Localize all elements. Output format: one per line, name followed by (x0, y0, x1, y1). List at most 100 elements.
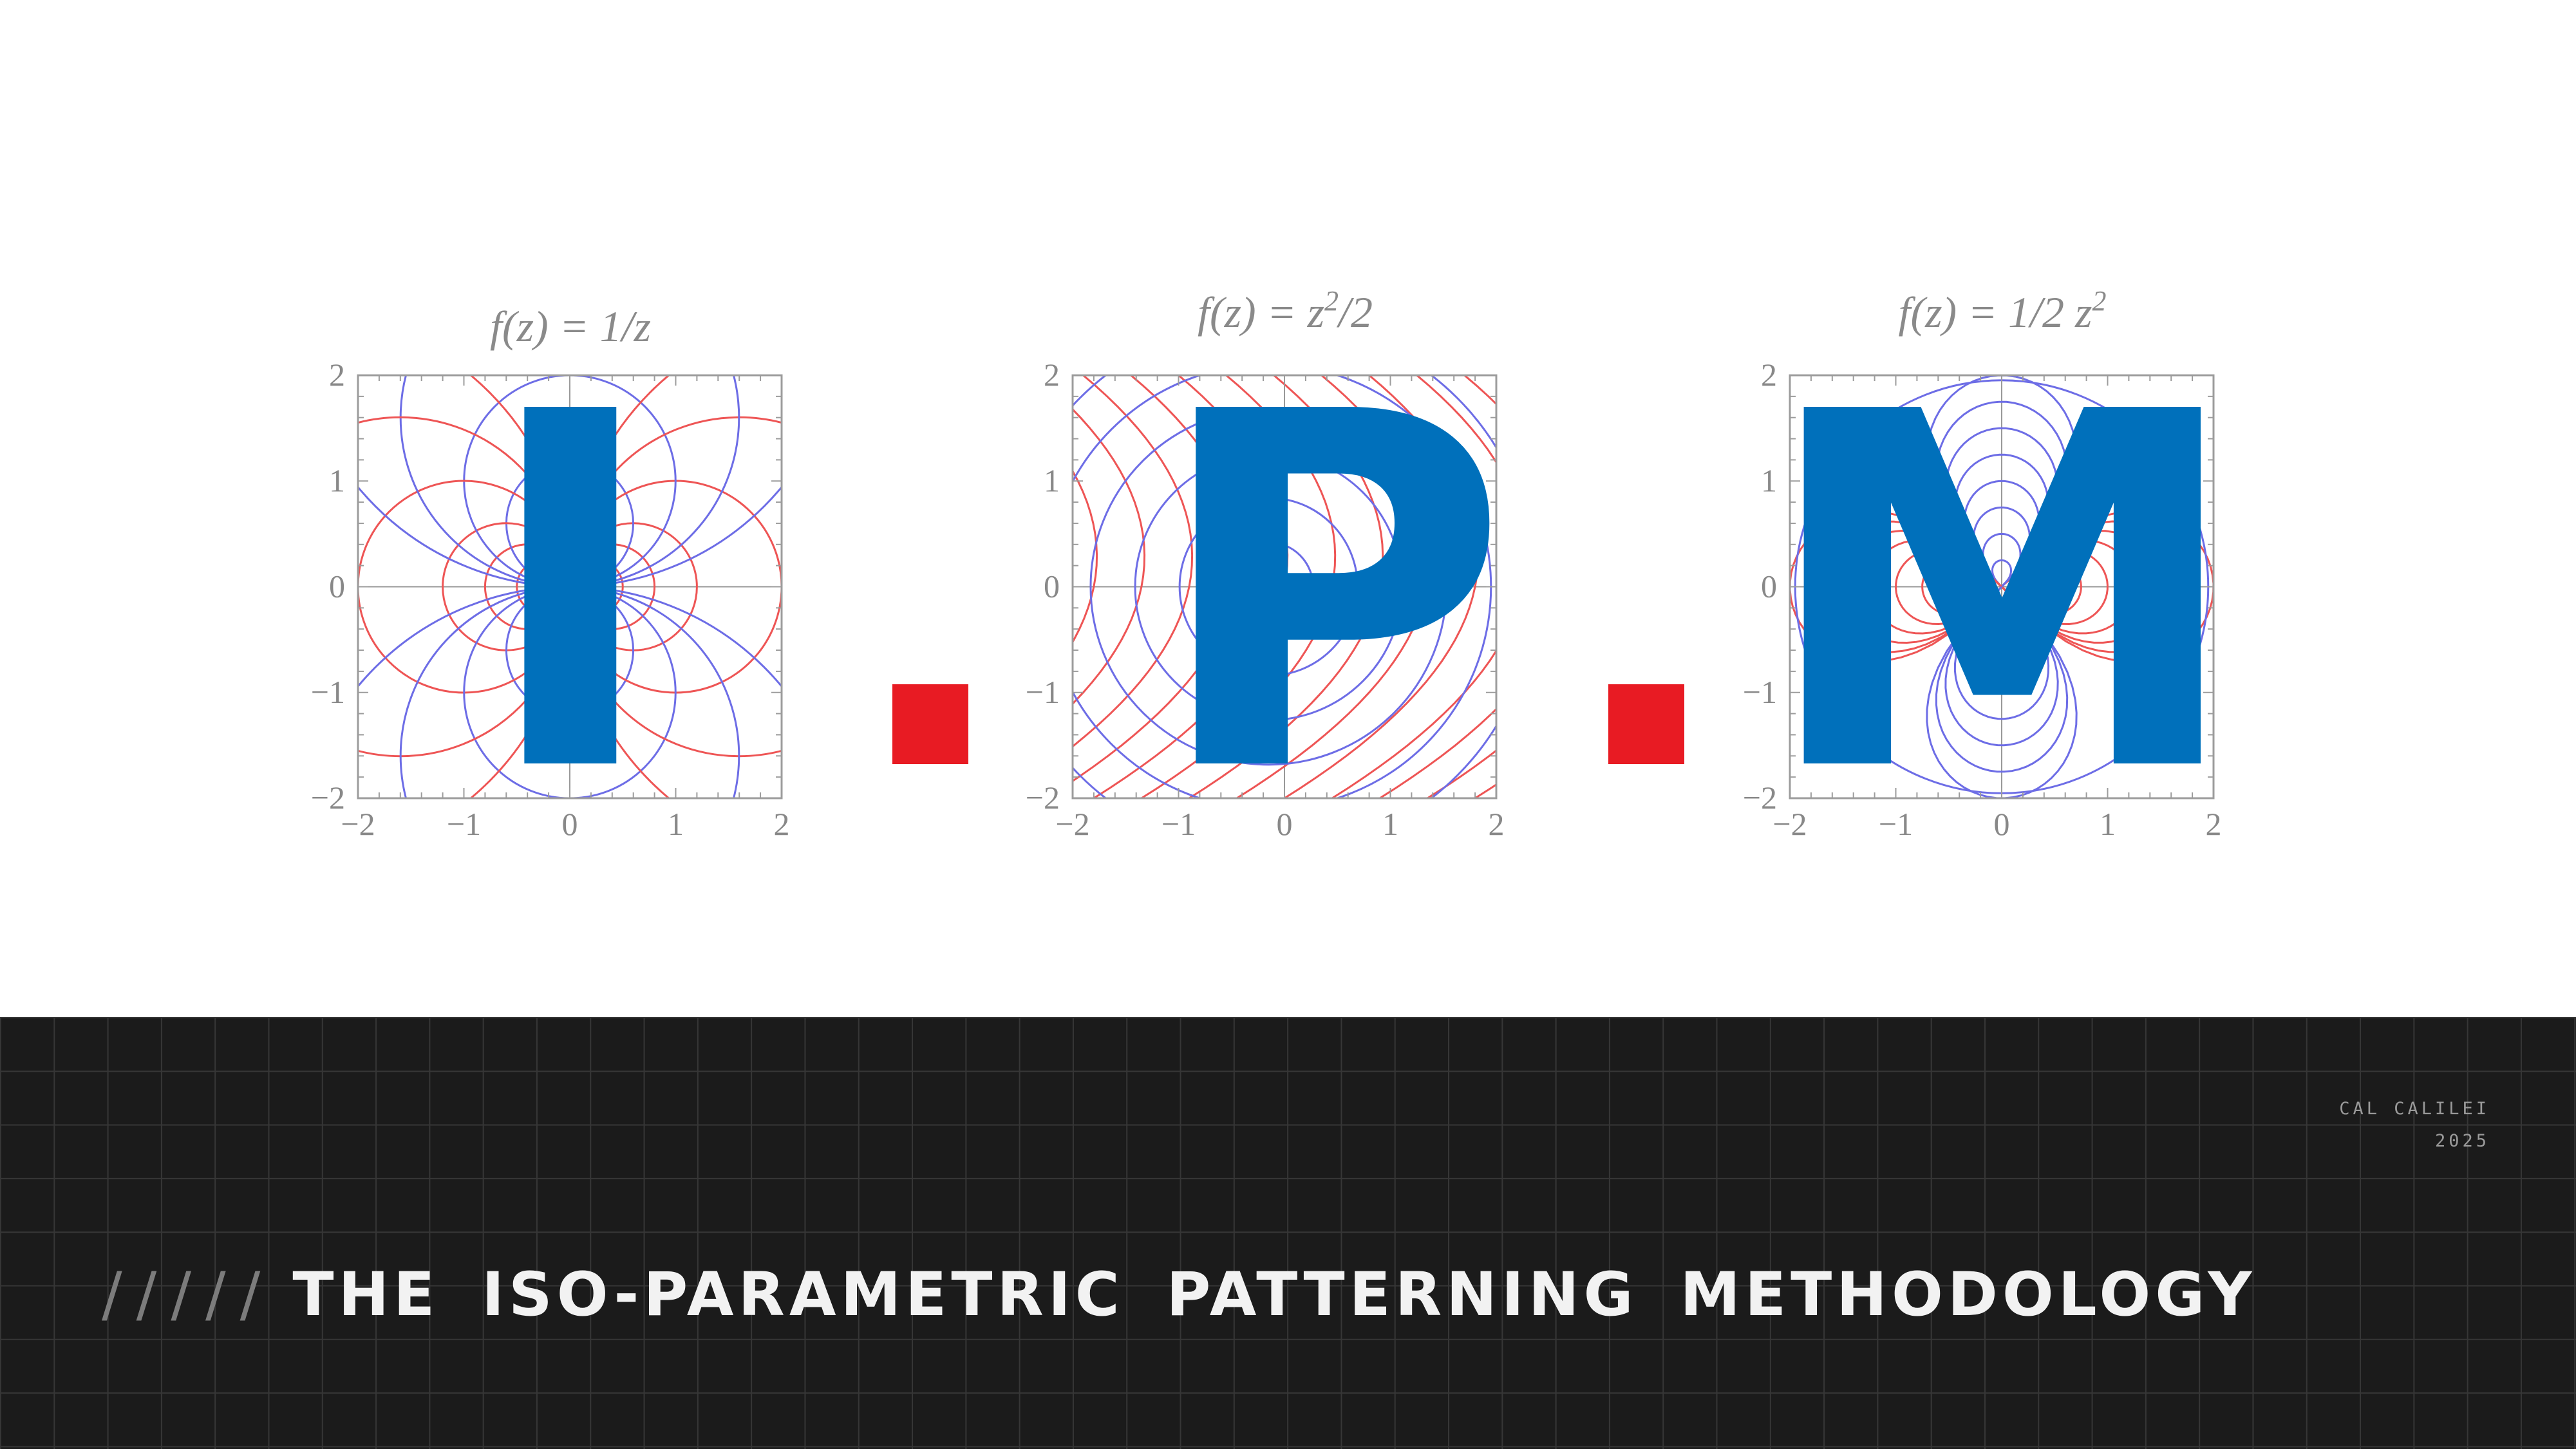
level-curve-imag (1944, 586, 2059, 747)
level-curve-real (1073, 375, 1241, 783)
level-curve-imag (1953, 453, 2050, 588)
level-curve-imag (1991, 586, 2012, 614)
level-curve-imag (1134, 452, 1404, 722)
level-curve-real (1092, 375, 1289, 798)
level-curve-imag (1991, 559, 2012, 588)
y-tick-label: 1 (329, 462, 345, 498)
level-curve-real (1073, 375, 1194, 748)
level-curve-imag (1972, 506, 2031, 588)
credit-name: CAL CALILEI (2339, 1099, 2490, 1119)
y-tick-label: 2 (1761, 357, 1777, 393)
x-tick-label: −2 (341, 806, 375, 842)
plot-title-2-exponent: 2 (1324, 285, 1339, 317)
x-tick-label: −2 (1772, 806, 1807, 842)
x-tick-label: 1 (2100, 806, 2116, 842)
level-curve-real (1974, 576, 2003, 597)
level-curve-imag (1944, 427, 2059, 588)
level-curve-imag (1982, 532, 2022, 588)
level-curve-imag (1223, 541, 1314, 633)
plot-frame-3: −2 2 −1 1 0 0 1 −1 2 −2 (1743, 357, 2222, 842)
level-curve-real (1868, 539, 2003, 635)
x-tick-label: 0 (562, 806, 578, 842)
plot-frame-2: −2 2 −1 1 0 0 1 −1 2 −2 (1026, 357, 1505, 842)
x-tick-label: 0 (1277, 806, 1293, 842)
level-curve-real (1187, 375, 1384, 798)
level-curve-imag (1953, 586, 2050, 720)
x-tick-label: 0 (1994, 806, 2010, 842)
level-curve-real (1895, 548, 2003, 626)
x-tick-label: 1 (668, 806, 684, 842)
level-curve-real (2000, 566, 2056, 606)
letter-m: M (1759, 310, 2246, 856)
y-tick-label: 2 (1044, 357, 1060, 393)
level-curve-real (1073, 407, 1146, 706)
field-lines-3 (1790, 375, 2214, 798)
level-curve-real (1948, 567, 2003, 607)
level-curve-real (1073, 469, 1098, 644)
separator-dot-2 (1608, 684, 1684, 764)
y-tick-label: −2 (1743, 780, 1777, 816)
y-tick-label: −1 (311, 674, 345, 710)
level-curve-real (2000, 539, 2136, 635)
tagline: /////THE ISO-PARAMETRIC PATTERNING METHO… (102, 1263, 2256, 1327)
y-tick-label: 0 (329, 568, 345, 604)
level-curve-imag (1963, 480, 2040, 588)
y-tick-label: 0 (1044, 568, 1060, 604)
plot-title-1: f(z) = 1/z (490, 302, 651, 351)
level-curve-imag (358, 586, 782, 688)
level-curve-real (1283, 375, 1480, 798)
plot-panel-3: f(z) = 1/2 z2 −2 2 −1 1 0 0 1 −1 2 −2 M (1738, 283, 2266, 856)
x-tick-label: 2 (2206, 806, 2222, 842)
x-tick-label: −1 (447, 806, 481, 842)
x-tick-label: −1 (1161, 806, 1196, 842)
x-tick-label: −2 (1055, 806, 1089, 842)
plot-title-3: f(z) = 1/2 z2 (1899, 285, 2107, 337)
plot-title-3-exponent: 2 (2092, 285, 2106, 317)
level-curve-real (1921, 557, 2003, 616)
slash-decoration: ///// (102, 1260, 275, 1330)
level-curve-real (1235, 375, 1432, 798)
level-curve-imag (1963, 586, 2040, 694)
plot-title-2: f(z) = z2/2 (1198, 285, 1373, 337)
plot-title-2-part-b: /2 (1336, 288, 1373, 337)
level-curve-imag (1973, 586, 2031, 668)
y-tick-label: −1 (1743, 674, 1777, 710)
letter-p: P (1151, 310, 1509, 856)
letter-i: I (480, 310, 662, 856)
level-curve-imag (1178, 496, 1359, 677)
credit-block: CAL CALILEI 2025 (2339, 1093, 2490, 1157)
contour-plot-2: f(z) = z2/2 −2 2 −1 1 0 0 1 −1 2 −2 P (1026, 285, 1510, 856)
plot-panel-2: f(z) = z2/2 −2 2 −1 1 0 0 1 −1 2 −2 P (1021, 283, 1549, 856)
x-tick-label: −1 (1879, 806, 1913, 842)
y-tick-label: −2 (311, 780, 345, 816)
plot-title-3-part-a: f(z) = 1/2 z (1899, 288, 2092, 337)
plot-frame-1: −2 2 −1 1 0 0 1 −1 2 −2 (311, 357, 790, 842)
level-curve-real (2000, 529, 2162, 644)
x-tick-label: 2 (774, 806, 790, 842)
y-tick-label: −2 (1026, 780, 1060, 816)
y-tick-label: 1 (1044, 462, 1060, 498)
x-tick-label: 2 (1489, 806, 1505, 842)
y-tick-label: 2 (329, 357, 345, 393)
separator-dot-1 (892, 684, 968, 764)
x-tick-label: 1 (1382, 806, 1398, 842)
headline: THE ISO-PARAMETRIC PATTERNING METHODOLOG… (292, 1260, 2257, 1330)
level-curve-real (1815, 520, 2003, 653)
level-curve-imag (1935, 400, 2069, 588)
y-tick-label: 1 (1761, 462, 1777, 498)
bottom-banner: CAL CALILEI 2025 /////THE ISO-PARAMETRIC… (0, 1017, 2576, 1449)
level-curve-real (2000, 548, 2109, 626)
level-curve-real (2000, 557, 2082, 616)
credit-year: 2025 (2434, 1131, 2490, 1151)
level-curve-imag (1935, 586, 2069, 773)
level-curve-real (1140, 375, 1337, 798)
y-tick-label: −1 (1026, 674, 1060, 710)
plot-panel-1: f(z) = 1/z −2 2 −1 1 0 0 1 −1 2 −2 I (306, 283, 834, 856)
level-curve-imag (1982, 586, 2022, 641)
level-curve-real (2000, 520, 2188, 653)
contour-plot-1: f(z) = 1/z −2 2 −1 1 0 0 1 −1 2 −2 I (311, 302, 790, 856)
level-curve-real (1841, 530, 2003, 644)
field-lines-1 (358, 375, 782, 798)
level-curve-real (2000, 576, 2029, 597)
